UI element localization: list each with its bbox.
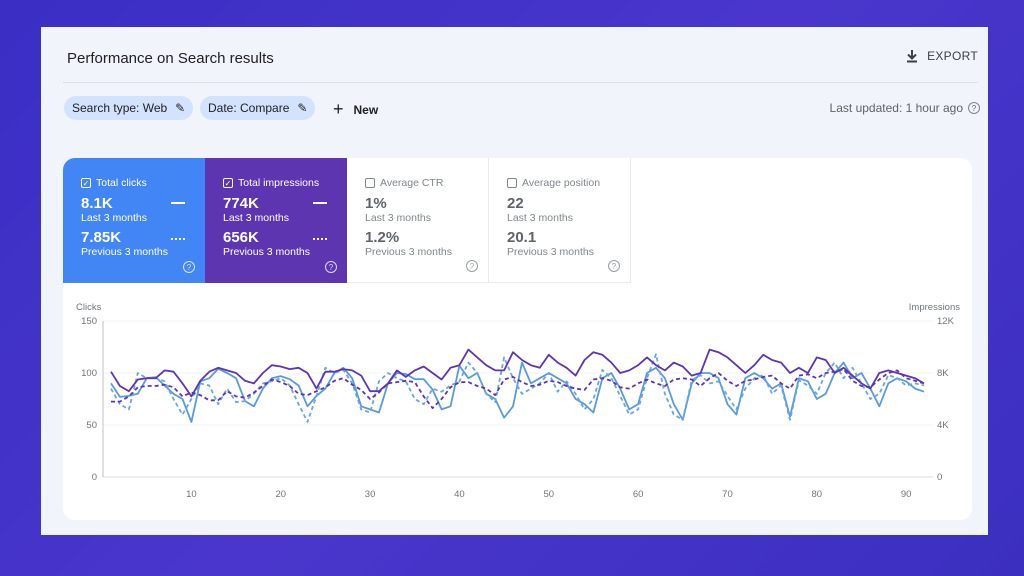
checkbox-icon[interactable] xyxy=(365,178,375,188)
metric-label: ✓ Total impressions xyxy=(223,177,329,189)
checkbox-icon[interactable]: ✓ xyxy=(223,178,233,188)
metric-card-total-clicks[interactable]: ✓ Total clicks 8.1K Last 3 months 7.85K P… xyxy=(63,158,205,283)
metric-prev-period: Previous 3 months xyxy=(507,246,594,258)
solid-line-legend-icon xyxy=(171,202,185,204)
performance-panel: Performance on Search results EXPORT Sea… xyxy=(41,27,988,535)
x-tick-label: 70 xyxy=(722,489,733,500)
series-line-3 xyxy=(111,368,925,410)
metric-period: Last 3 months xyxy=(365,212,431,224)
page-title: Performance on Search results xyxy=(67,50,274,67)
help-icon[interactable]: ? xyxy=(608,260,620,272)
chart-card: ✓ Total clicks 8.1K Last 3 months 7.85K P… xyxy=(63,158,972,520)
new-filter-button[interactable]: + New xyxy=(333,99,378,120)
right-tick-label: 4K xyxy=(937,420,949,431)
help-icon[interactable]: ? xyxy=(325,261,337,273)
metric-value: 22 xyxy=(507,195,524,212)
dashed-line-legend-icon xyxy=(313,238,327,240)
new-label: New xyxy=(353,102,379,117)
left-tick-label: 100 xyxy=(81,368,97,379)
x-tick-label: 80 xyxy=(812,489,823,500)
metric-prev-period: Previous 3 months xyxy=(81,246,168,258)
series-line-2 xyxy=(110,348,925,398)
last-updated: Last updated: 1 hour ago ? xyxy=(830,101,980,115)
export-button[interactable]: EXPORT xyxy=(905,49,978,63)
help-icon[interactable]: ? xyxy=(466,260,478,272)
help-icon[interactable]: ? xyxy=(183,261,195,273)
metric-title: Total impressions xyxy=(238,177,320,189)
right-tick-label: 8K xyxy=(937,368,949,379)
date-label: Date: Compare xyxy=(208,101,290,115)
metric-period: Last 3 months xyxy=(81,212,147,224)
left-tick-label: 150 xyxy=(81,316,97,327)
left-tick-label: 50 xyxy=(86,420,97,431)
help-icon[interactable]: ? xyxy=(968,102,980,114)
x-tick-label: 20 xyxy=(275,489,286,500)
x-tick-label: 10 xyxy=(186,489,197,500)
metric-label: ✓ Total clicks xyxy=(81,177,187,189)
metric-value: 774K xyxy=(223,195,259,212)
search-type-filter[interactable]: Search type: Web ✎ xyxy=(64,96,194,120)
metric-value: 1% xyxy=(365,195,387,212)
last-updated-text: Last updated: 1 hour ago xyxy=(829,101,963,115)
right-tick-label: 0 xyxy=(937,472,942,483)
search-type-label: Search type: Web xyxy=(72,101,168,115)
metric-title: Average position xyxy=(522,177,601,189)
metric-prev-value: 20.1 xyxy=(507,229,537,246)
edit-icon: ✎ xyxy=(297,101,308,115)
left-axis-label: Clicks xyxy=(76,302,102,313)
x-tick-label: 40 xyxy=(454,489,465,500)
metric-prev-period: Previous 3 months xyxy=(365,246,452,258)
x-tick-label: 90 xyxy=(901,489,912,500)
metric-title: Total clicks xyxy=(96,177,147,189)
metric-title: Average CTR xyxy=(380,177,444,189)
series-line-1 xyxy=(110,353,925,423)
metric-card-average-ctr[interactable]: Average CTR 1% Last 3 months 1.2% Previo… xyxy=(347,158,489,283)
dashed-line-legend-icon xyxy=(171,238,185,240)
right-tick-label: 12K xyxy=(937,316,955,327)
metric-prev-value: 7.85K xyxy=(81,229,122,246)
left-tick-label: 0 xyxy=(92,472,97,483)
metric-period: Last 3 months xyxy=(223,212,289,224)
divider xyxy=(63,82,978,83)
metric-prev-period: Previous 3 months xyxy=(223,246,310,258)
metric-label: Average position xyxy=(507,177,612,189)
checkbox-icon[interactable]: ✓ xyxy=(81,178,91,188)
plus-icon: + xyxy=(333,99,344,119)
x-tick-label: 60 xyxy=(633,489,644,500)
metric-prev-value: 656K xyxy=(223,229,259,246)
metric-prev-value: 1.2% xyxy=(365,229,400,246)
export-label: EXPORT xyxy=(927,49,978,63)
x-tick-label: 30 xyxy=(365,489,376,500)
performance-chart: Clicks Impressions 150 12K 100 8K 50 4K 0 0 10 20 30… xyxy=(76,302,960,500)
solid-line-legend-icon xyxy=(313,202,327,204)
metric-value: 8.1K xyxy=(81,195,113,212)
metric-card-average-position[interactable]: Average position 22 Last 3 months 20.1 P… xyxy=(489,158,631,283)
download-icon xyxy=(907,50,918,63)
edit-icon: ✎ xyxy=(175,101,186,115)
right-axis-label: Impressions xyxy=(909,302,960,313)
metric-card-total-impressions[interactable]: ✓ Total impressions 774K Last 3 months 65… xyxy=(205,158,347,283)
metric-period: Last 3 months xyxy=(507,212,573,224)
x-tick-label: 50 xyxy=(543,489,554,500)
checkbox-icon[interactable] xyxy=(507,178,517,188)
date-filter[interactable]: Date: Compare ✎ xyxy=(200,96,316,120)
metric-label: Average CTR xyxy=(365,177,470,189)
